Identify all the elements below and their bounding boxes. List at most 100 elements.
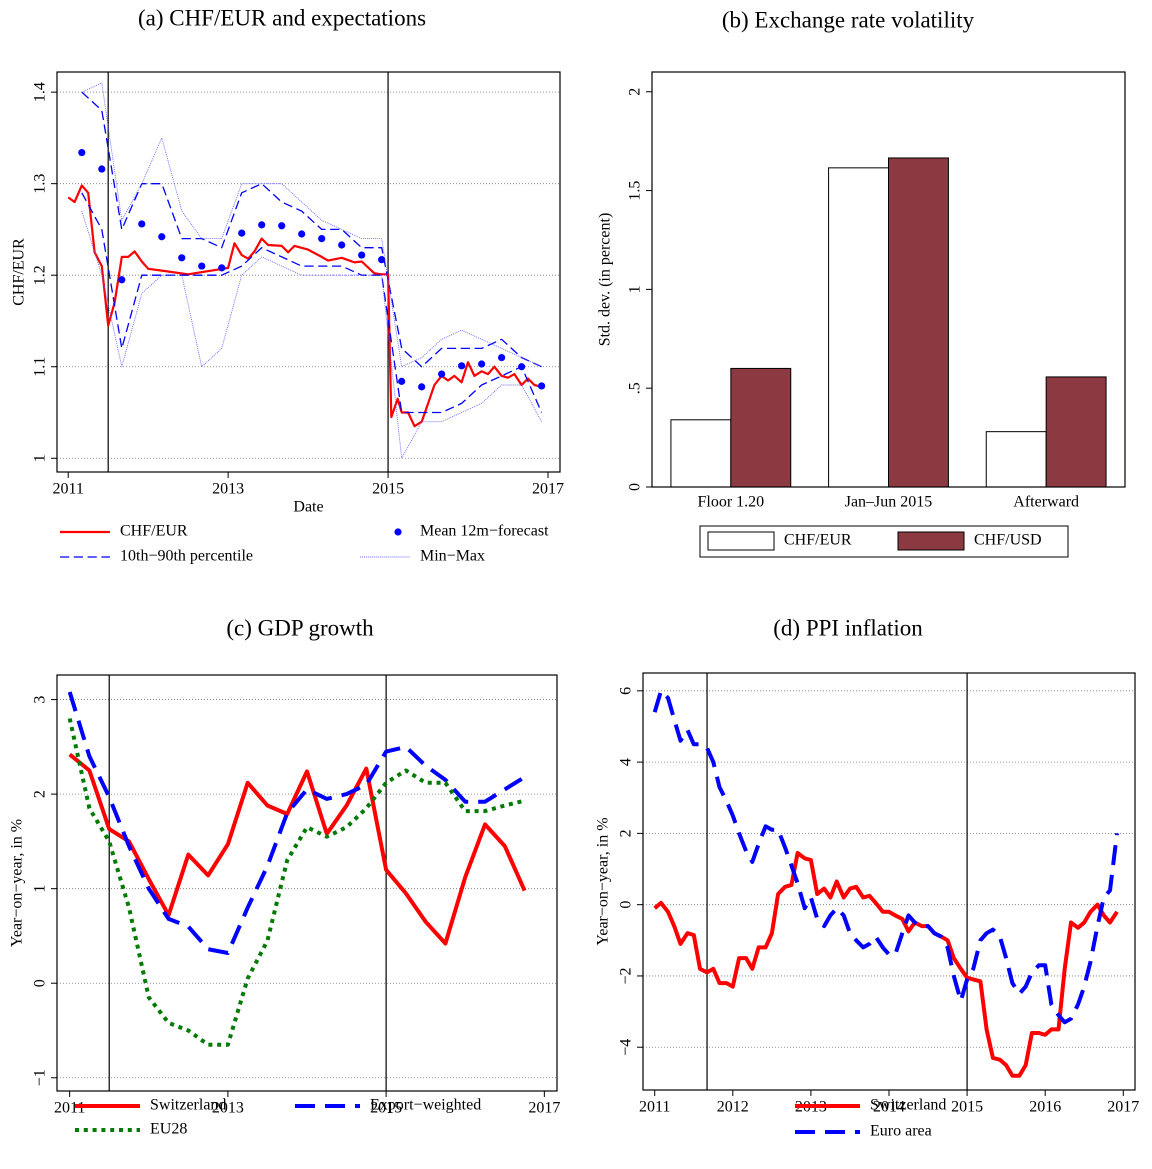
forecast-dot — [278, 222, 286, 230]
plot-frame — [651, 71, 1126, 488]
y-tick-label: −2 — [618, 967, 635, 984]
legend-swatch — [707, 531, 775, 551]
panel-title: (d) PPI inflation — [773, 615, 923, 640]
forecast-dot — [338, 241, 346, 249]
y-tick-label: .5 — [627, 382, 644, 394]
x-axis-label: Date — [293, 499, 323, 516]
x-tick-label: Afterward — [1013, 494, 1079, 511]
x-tick-label: 2011 — [54, 1100, 85, 1117]
forecast-dot — [138, 220, 146, 228]
y-tick-label: 1.5 — [627, 181, 644, 201]
legend-label: 10th−90th percentile — [120, 548, 253, 565]
x-tick-label: Floor 1.20 — [697, 494, 764, 511]
series-line — [81, 192, 543, 414]
legend-label: Export−weighted — [370, 1097, 481, 1114]
legend-swatch — [897, 531, 965, 551]
y-tick-label: 1.4 — [32, 82, 49, 102]
y-tick-label: −4 — [618, 1039, 635, 1056]
series-line — [81, 91, 542, 368]
forecast-dot — [358, 251, 366, 259]
x-tick-label: 2011 — [52, 481, 83, 498]
series-line — [653, 851, 1119, 1078]
bar — [985, 431, 1047, 488]
forecast-dot — [238, 229, 246, 237]
x-tick-label: 2013 — [212, 1100, 244, 1117]
series-line — [81, 210, 542, 459]
legend-label: CHF/USD — [974, 532, 1042, 549]
x-tick-label: Jan–Jun 2015 — [845, 494, 933, 511]
series-line — [67, 691, 526, 955]
x-tick-label: 2015 — [951, 1099, 983, 1116]
x-tick-label: 2012 — [717, 1099, 749, 1116]
x-tick-label: 2015 — [370, 1100, 402, 1117]
y-tick-label: 3 — [32, 696, 49, 704]
y-tick-label: 1.3 — [32, 174, 49, 194]
forecast-dot — [198, 262, 206, 270]
y-tick-label: 1 — [32, 885, 49, 893]
forecast-dot — [438, 370, 446, 378]
y-tick-label: 2 — [618, 829, 635, 837]
legend-swatch — [394, 528, 402, 536]
forecast-dot — [378, 256, 386, 264]
forecast-dot — [418, 383, 426, 391]
legend-label: Euro area — [870, 1123, 932, 1140]
forecast-dot — [78, 148, 86, 157]
panel-title: (b) Exchange rate volatility — [722, 7, 975, 32]
bar — [888, 157, 949, 488]
y-tick-label: 1.2 — [32, 265, 49, 285]
y-tick-label: 4 — [618, 758, 635, 766]
legend-label: Mean 12m−forecast — [420, 523, 549, 540]
bar — [1045, 376, 1107, 488]
forecast-dot — [258, 221, 266, 229]
panel-title: (a) CHF/EUR and expectations — [138, 5, 426, 30]
x-tick-label: 2017 — [528, 1100, 560, 1117]
forecast-dot — [218, 264, 226, 272]
forecast-dot — [458, 362, 466, 370]
y-tick-label: 0 — [627, 483, 644, 491]
y-tick-label: 2 — [32, 790, 49, 798]
y-axis-label: Year−on−year, in % — [595, 817, 612, 945]
plot-frame — [642, 672, 1136, 1091]
legend-label: Switzerland — [870, 1097, 946, 1114]
forecast-dot — [498, 353, 506, 362]
series-line — [67, 718, 526, 1047]
forecast-dot — [98, 165, 106, 173]
y-axis-label: CHF/EUR — [11, 238, 28, 306]
y-tick-label: 1 — [32, 454, 49, 462]
forecast-dot — [478, 360, 486, 368]
legend-box — [699, 525, 1069, 558]
x-tick-label: 2011 — [639, 1099, 670, 1116]
y-tick-label: 2 — [627, 88, 644, 96]
legend-label: CHF/EUR — [120, 523, 188, 540]
plot-frame — [56, 71, 561, 473]
panel-title: (c) GDP growth — [226, 615, 374, 640]
x-tick-label: 2016 — [1029, 1099, 1061, 1116]
legend-label: Switzerland — [150, 1097, 226, 1114]
y-tick-label: 1.1 — [32, 357, 49, 377]
bar — [828, 167, 890, 488]
x-tick-label: 2014 — [873, 1099, 905, 1116]
x-tick-label: 2017 — [1107, 1099, 1139, 1116]
legend-label: Min−Max — [420, 548, 485, 565]
bar — [730, 367, 792, 488]
legend-label: CHF/EUR — [784, 532, 852, 549]
forecast-dot — [118, 276, 126, 284]
y-axis-label: Year−on−year, in % — [9, 819, 26, 947]
forecast-dot — [158, 233, 166, 241]
forecast-dot — [398, 377, 406, 385]
y-tick-label: 1 — [627, 285, 644, 293]
series-line — [652, 688, 1119, 1025]
forecast-dot — [178, 254, 186, 262]
x-tick-label: 2017 — [532, 481, 564, 498]
y-tick-label: 0 — [32, 979, 49, 987]
forecast-dot — [318, 234, 326, 243]
y-tick-label: 6 — [618, 687, 635, 695]
y-tick-label: −1 — [32, 1069, 49, 1086]
forecast-dot — [538, 382, 546, 390]
y-axis-label: Std. dev. (in percent) — [597, 213, 614, 347]
x-tick-label: 2013 — [212, 481, 244, 498]
series-line — [67, 184, 542, 428]
series-line — [81, 82, 542, 368]
series-line — [68, 752, 527, 946]
